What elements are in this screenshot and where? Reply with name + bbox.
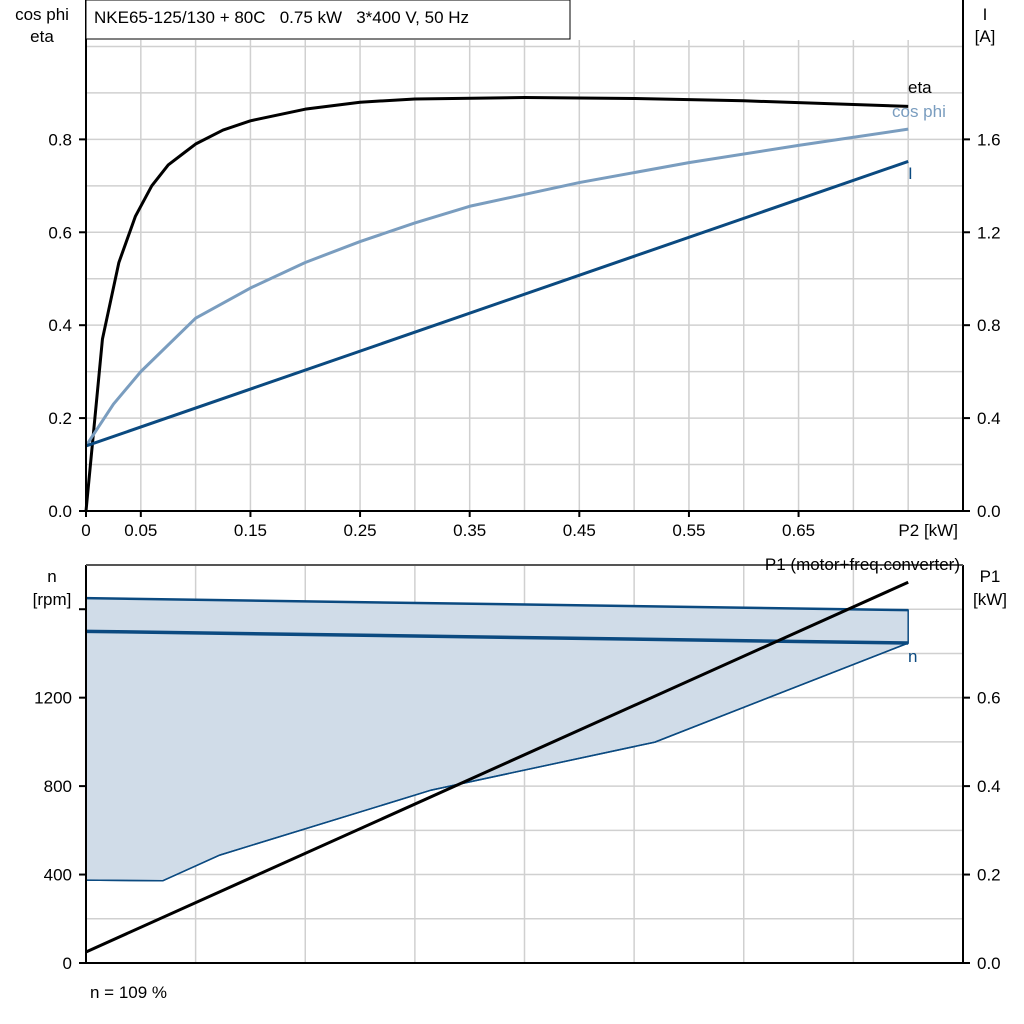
series-lines	[84, 96, 909, 954]
series-I	[85, 160, 909, 448]
y-tick-label-left: 0.6	[48, 223, 72, 242]
series-speed-min	[85, 642, 909, 882]
y-tick-label-right: 0.4	[977, 409, 1001, 428]
series-n	[85, 629, 909, 645]
y-axis-title-right: [kW]	[973, 590, 1007, 609]
y-tick-label-left: 0.4	[48, 316, 72, 335]
y-axis-title-right: I	[983, 5, 988, 24]
series-speed-max	[85, 596, 909, 612]
y-axis-title-left: eta	[30, 27, 54, 46]
labels: 0 0.05 0.15 0.25 0.35 0.45 0.55 0.65 P2 [kW] 0.0 0…	[15, 5, 1007, 973]
series-p1	[85, 580, 909, 954]
series-label-current: I	[908, 164, 913, 183]
x-tick-label: 0.55	[672, 521, 705, 540]
axes	[79, 0, 970, 964]
y-tick-label-right: 0.0	[977, 954, 1001, 973]
x-tick-label: 0.25	[344, 521, 377, 540]
y-axis-title-left: cos phi	[15, 5, 69, 24]
y-tick-label-right: 1.2	[977, 223, 1001, 242]
y-tick-label-left: 0.8	[48, 130, 72, 149]
y-axis-title-left: [rpm]	[33, 590, 72, 609]
x-tick-label: 0	[81, 521, 90, 540]
y-tick-label-left: 0.2	[48, 409, 72, 428]
x-tick-label: 0.45	[563, 521, 596, 540]
series-cos-phi	[84, 127, 909, 447]
y-tick-label-right: 0.4	[977, 777, 1001, 796]
y-tick-label-right: 0.8	[977, 316, 1001, 335]
x-tick-label: 0.05	[124, 521, 157, 540]
y-tick-label-right: 0.2	[977, 866, 1001, 885]
series-label-eta: eta	[908, 78, 932, 97]
y-tick-label-left: 400	[44, 866, 72, 885]
y-tick-label-left: 1200	[34, 689, 72, 708]
y-tick-label-right: 0.0	[977, 502, 1001, 521]
series-label-n: n	[908, 647, 917, 666]
series-eta	[84, 96, 909, 512]
series-label-cos-phi: cos phi	[892, 102, 946, 121]
title-box	[85, 0, 571, 40]
series-label-p1: P1 (motor+freq.converter)	[765, 555, 960, 574]
y-tick-label-left: 800	[44, 777, 72, 796]
y-tick-label-right: 0.6	[977, 689, 1001, 708]
y-axis-title-left: n	[47, 567, 56, 586]
x-tick-label: 0.35	[453, 521, 486, 540]
x-tick-label: 0.15	[234, 521, 267, 540]
y-tick-label-left: 0	[63, 954, 72, 973]
y-tick-label-right: 1.6	[977, 130, 1001, 149]
x-tick-label: 0.65	[782, 521, 815, 540]
chart-title: NKE65-125/130 + 80C 0.75 kW 3*400 V, 50 …	[94, 8, 469, 27]
x-axis-label: P2 [kW]	[898, 521, 958, 540]
footer-note: n = 109 %	[90, 983, 167, 1002]
y-axis-title-right: P1	[980, 567, 1001, 586]
y-axis-title-right: [A]	[975, 27, 996, 46]
y-tick-label-left: 0.0	[48, 502, 72, 521]
